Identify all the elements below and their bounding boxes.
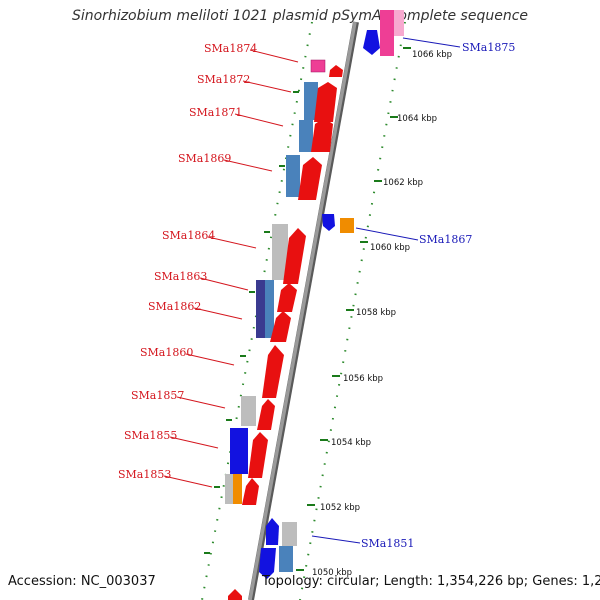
- gene-label[interactable]: SMa1864: [162, 229, 215, 242]
- gene-arrow[interactable]: [311, 118, 333, 152]
- gene-block[interactable]: [311, 60, 325, 72]
- gene-arrow[interactable]: [228, 589, 242, 600]
- tick-label: 1054 kbp: [331, 438, 371, 448]
- gene-label[interactable]: SMa1855: [124, 429, 177, 442]
- gene-arrow[interactable]: [329, 65, 343, 77]
- tick-label: 1064 kbp: [397, 114, 437, 124]
- gene-label[interactable]: SMa1875: [462, 41, 515, 54]
- gene-label[interactable]: SMa1874: [204, 42, 257, 55]
- gene-arrow[interactable]: [322, 214, 335, 231]
- gene-label[interactable]: SMa1860: [140, 346, 193, 359]
- tick-label: 1066 kbp: [412, 50, 452, 60]
- gene-block[interactable]: [230, 428, 248, 474]
- gene-label[interactable]: SMa1863: [154, 270, 207, 283]
- gene-label[interactable]: SMa1869: [178, 152, 231, 165]
- accession-text: Accession: NC_003037: [8, 574, 156, 589]
- gene-label[interactable]: SMa1871: [189, 106, 242, 119]
- gene-block[interactable]: [282, 522, 297, 546]
- gene-arrow[interactable]: [363, 30, 380, 55]
- gene-label[interactable]: SMa1872: [197, 73, 250, 86]
- tick-label: 1062 kbp: [383, 178, 423, 188]
- gene-arrow[interactable]: [277, 283, 297, 312]
- tick-label: 1056 kbp: [343, 374, 383, 384]
- gene-block[interactable]: [340, 218, 354, 233]
- gene-arrow[interactable]: [242, 478, 259, 505]
- gene-block[interactable]: [299, 120, 313, 152]
- gene-track-forward: [225, 60, 343, 600]
- gene-arrow[interactable]: [262, 345, 284, 398]
- tick-label: 1052 kbp: [320, 503, 360, 513]
- summary-text: Topology: circular; Length: 1,354,226 bp…: [262, 574, 592, 589]
- gene-block[interactable]: [225, 474, 234, 504]
- gene-block[interactable]: [256, 280, 265, 338]
- gene-block[interactable]: [265, 280, 274, 338]
- tick-label: 1060 kbp: [370, 243, 410, 253]
- gene-block[interactable]: [241, 396, 256, 426]
- gene-arrow[interactable]: [298, 157, 322, 200]
- genome-map: 1066 kbp 1064 kbp 1062 kbp 1060 kbp 1058…: [0, 0, 600, 600]
- gene-block[interactable]: [233, 474, 242, 504]
- gene-label[interactable]: SMa1862: [148, 300, 201, 313]
- gene-label[interactable]: SMa1853: [118, 468, 171, 481]
- gene-arrow[interactable]: [257, 399, 275, 430]
- gene-label[interactable]: SMa1851: [361, 537, 414, 550]
- gene-block[interactable]: [286, 155, 300, 197]
- gene-arrow[interactable]: [248, 432, 268, 478]
- gene-block[interactable]: [380, 10, 394, 56]
- gene-block[interactable]: [394, 10, 404, 36]
- gene-label[interactable]: SMa1867: [419, 233, 472, 246]
- gene-block[interactable]: [279, 546, 293, 572]
- tick-label: 1058 kbp: [356, 308, 396, 318]
- gene-label[interactable]: SMa1857: [131, 389, 184, 402]
